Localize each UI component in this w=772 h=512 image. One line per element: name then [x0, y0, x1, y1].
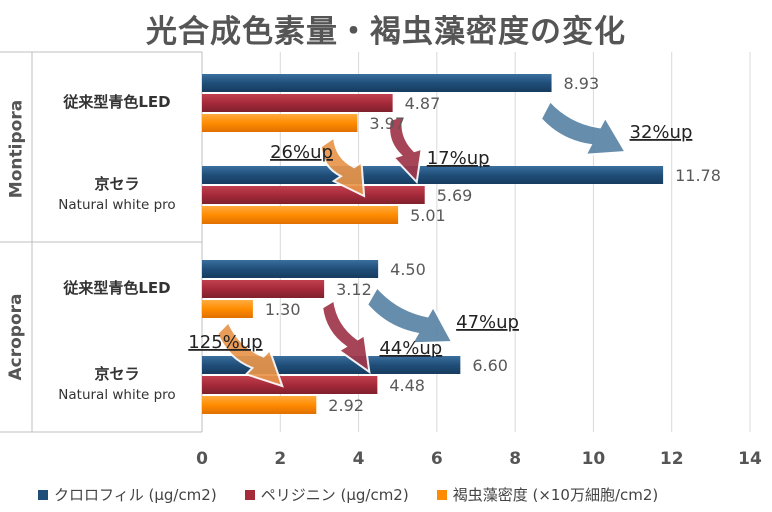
increase-arrow-density — [319, 135, 366, 198]
bar-density — [202, 206, 399, 224]
category-label: 従来型青色LED — [34, 278, 200, 299]
increase-annotation: 44%up — [379, 338, 442, 359]
x-tick-label: 10 — [582, 449, 606, 469]
bar-density — [202, 114, 358, 132]
category-label-line2: Natural white pro — [58, 387, 176, 403]
legend-swatch-density — [436, 489, 447, 500]
x-tick-label: 4 — [353, 449, 365, 469]
bar-value-label: 11.78 — [675, 166, 721, 185]
increase-arrow-chlorophyll — [365, 285, 454, 345]
bar-value-label: 8.93 — [564, 74, 600, 93]
bar-value-label: 4.50 — [390, 260, 426, 279]
bar-value-label: 4.87 — [405, 94, 441, 113]
increase-annotation: 26%up — [270, 142, 333, 163]
group-label: Acropora — [6, 293, 26, 381]
x-tick-label: 6 — [431, 449, 443, 469]
x-tick-label: 8 — [509, 449, 521, 469]
bar-value-label: 3.12 — [336, 280, 372, 299]
increase-annotation: 47%up — [456, 312, 519, 333]
x-tick-label: 14 — [738, 449, 762, 469]
legend-item-chlorophyll: クロロフィル (μg/cm2) — [38, 484, 217, 505]
increase-arrow-peridinin — [321, 298, 371, 375]
bar-value-label: 5.69 — [437, 186, 473, 205]
bar-value-label: 1.30 — [265, 300, 301, 319]
legend-label-peridinin: ペリジニン (μg/cm2) — [260, 486, 409, 504]
x-tick-label: 0 — [196, 449, 208, 469]
bar-peridinin — [202, 94, 393, 112]
increase-arrow-peridinin — [388, 114, 423, 185]
bar-value-label: 4.48 — [389, 376, 425, 395]
legend-item-density: 褐虫藻密度 (×10万細胞/cm2) — [436, 484, 659, 505]
legend: クロロフィル (μg/cm2) ペリジニン (μg/cm2) 褐虫藻密度 (×1… — [38, 484, 758, 505]
bar-peridinin — [202, 186, 425, 204]
legend-label-density: 褐虫藻密度 (×10万細胞/cm2) — [452, 486, 659, 504]
increase-annotation: 17%up — [427, 148, 490, 169]
group-label: Montipora — [6, 99, 26, 198]
category-label-line1: 京セラ — [94, 365, 140, 383]
x-tick-label: 12 — [660, 449, 684, 469]
x-tick-label: 2 — [274, 449, 286, 469]
increase-arrow-density — [216, 320, 284, 388]
bar-density — [202, 396, 317, 414]
increase-annotation: 32%up — [630, 122, 693, 143]
legend-swatch-peridinin — [244, 489, 255, 500]
chart-title: 光合成色素量・褐虫藻密度の変化 — [146, 14, 626, 50]
bar-value-label: 2.92 — [328, 396, 364, 415]
increase-arrow-chlorophyll — [539, 99, 628, 156]
legend-swatch-chlorophyll — [38, 489, 48, 500]
category-label-line2: Natural white pro — [58, 197, 176, 213]
increase-annotation: 125%up — [188, 332, 262, 353]
category-label: 京セラ Natural white pro — [34, 174, 200, 216]
category-label-line1: 従来型青色LED — [63, 93, 171, 111]
category-label: 京セラ Natural white pro — [34, 364, 200, 406]
bar-chlorophyll — [202, 260, 379, 278]
bar-chlorophyll — [202, 166, 664, 184]
legend-label-chlorophyll: クロロフィル (μg/cm2) — [54, 486, 217, 504]
bar-peridinin — [202, 376, 378, 394]
bar-peridinin — [202, 280, 325, 298]
bar-value-label: 5.01 — [410, 206, 446, 225]
bar-value-label: 6.60 — [472, 356, 508, 375]
category-label: 従来型青色LED — [34, 92, 200, 113]
bar-chlorophyll — [202, 74, 552, 92]
legend-item-peridinin: ペリジニン (μg/cm2) — [244, 484, 409, 505]
bar-density — [202, 300, 253, 318]
bar-value-label: 3.97 — [369, 114, 405, 133]
category-label-line1: 従来型青色LED — [63, 279, 171, 297]
category-label-line1: 京セラ — [94, 175, 140, 193]
